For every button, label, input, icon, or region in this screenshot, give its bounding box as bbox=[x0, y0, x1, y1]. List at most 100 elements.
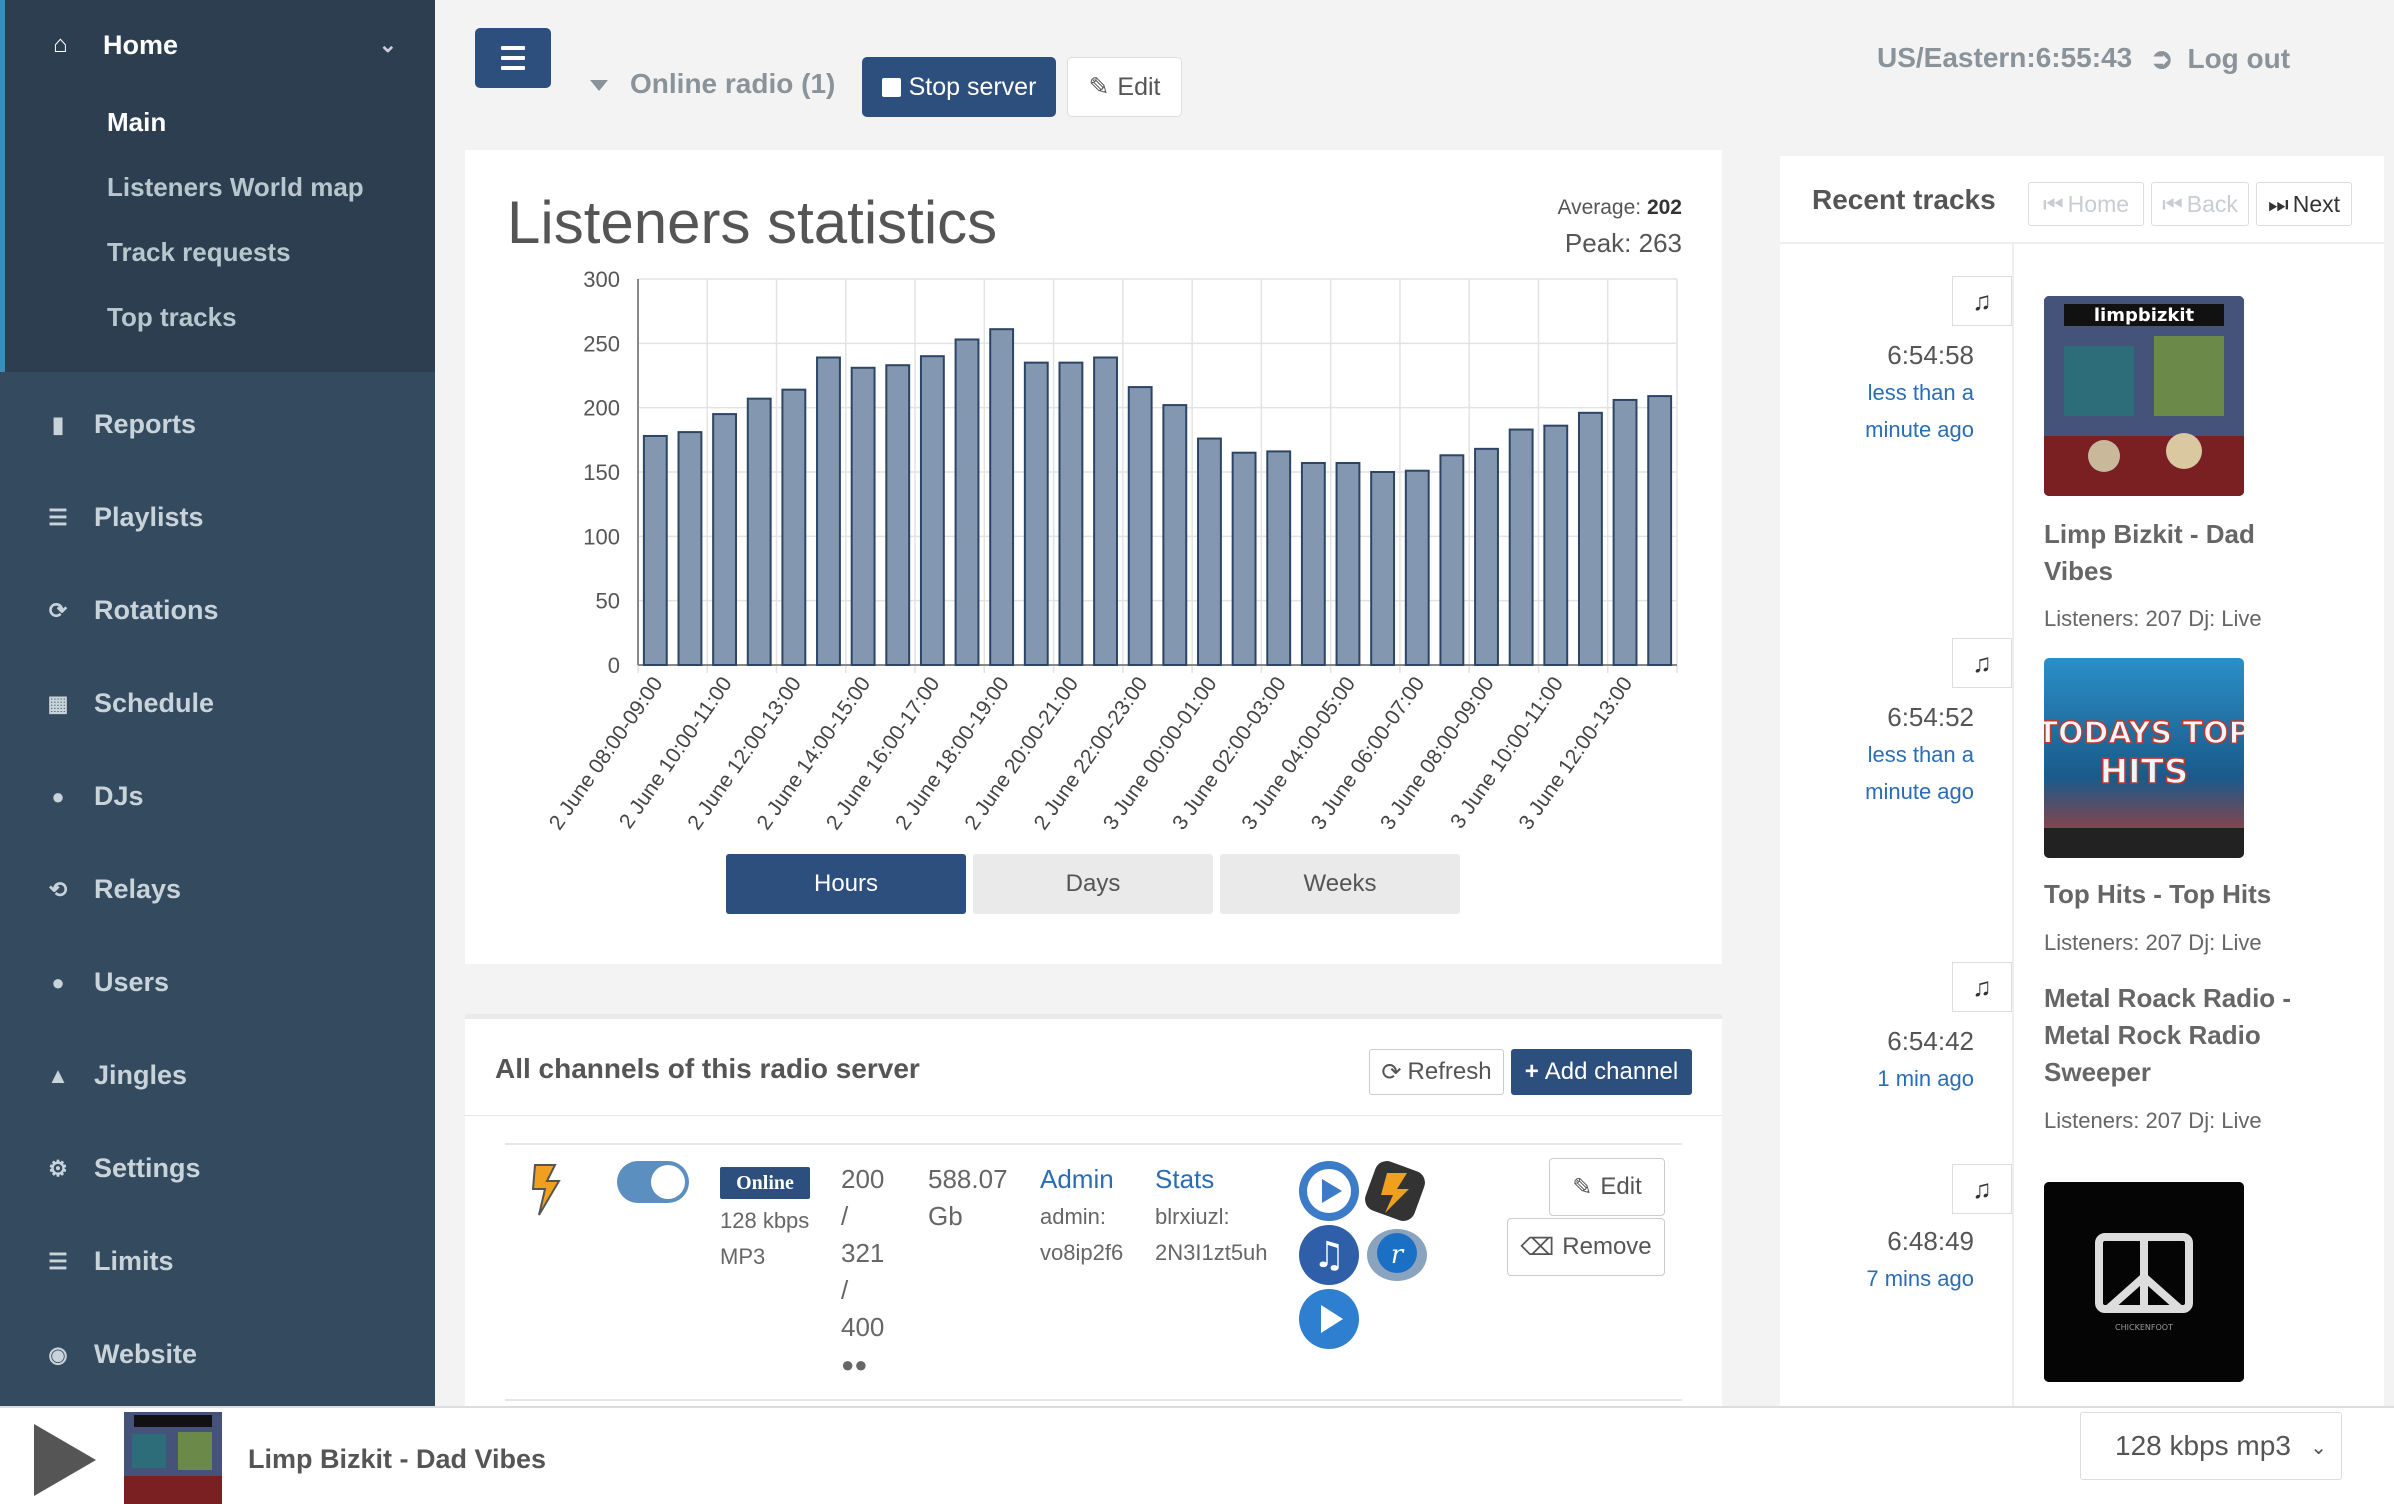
home-label: Home bbox=[2067, 190, 2130, 217]
recent-back-button[interactable]: ⏮ Back bbox=[2151, 182, 2249, 226]
sidebar-subitem-main[interactable]: Main bbox=[107, 107, 167, 137]
track-title-line: Vibes bbox=[2044, 556, 2113, 586]
sidebar-item-label: Jingles bbox=[94, 1060, 188, 1090]
sidebar-item-limits[interactable]: ☰ Limits bbox=[0, 1215, 435, 1308]
sidebar-item-schedule[interactable]: ▦ Schedule bbox=[0, 657, 435, 750]
bitrate-select[interactable]: 128 kbps mp3 ⌄ bbox=[2080, 1412, 2342, 1480]
bar bbox=[816, 356, 841, 666]
edit-server-button[interactable]: ✎ Edit bbox=[1067, 57, 1182, 117]
sidebar-subitem-track-requests[interactable]: Track requests bbox=[107, 237, 291, 267]
plus-icon: + bbox=[1524, 1058, 1539, 1085]
sidebar-item-settings[interactable]: ⚙ Settings bbox=[0, 1122, 435, 1215]
album-art-text: TODAYS TOP bbox=[2044, 716, 2244, 751]
stats-password: 2N3I1zt5uh bbox=[1155, 1240, 1268, 1265]
radio-title-label: Online radio (1) bbox=[630, 68, 836, 99]
track-title-line: Top Hits - Top Hits bbox=[2044, 879, 2272, 909]
track-title: Metal Roack Radio - Metal Rock Radio Swe… bbox=[2044, 980, 2344, 1091]
ago-line: less than a bbox=[1867, 742, 1974, 767]
chevron-down-icon: ⌄ bbox=[2310, 1437, 2327, 1459]
logout-button[interactable]: ➲ Log out bbox=[2150, 42, 2290, 75]
range-hours-button[interactable]: Hours bbox=[726, 854, 966, 914]
next-label: Next bbox=[2292, 190, 2340, 217]
radio-selector[interactable]: Online radio (1) bbox=[590, 68, 835, 100]
refresh-icon: ⟳ bbox=[1381, 1058, 1402, 1086]
play-icon[interactable] bbox=[34, 1424, 96, 1496]
stop-server-button[interactable]: Stop server bbox=[862, 57, 1056, 117]
sidebar-item-playlists[interactable]: ☰ Playlists bbox=[0, 471, 435, 564]
track-listeners: Listeners: 207 Dj: Live bbox=[2044, 930, 2262, 955]
music-note-icon: ♫ bbox=[1952, 962, 2012, 1012]
stats-user: blrxiuzl: bbox=[1155, 1204, 1230, 1229]
range-days-button[interactable]: Days bbox=[973, 854, 1213, 914]
sidebar-subitem-world-map[interactable]: Listeners World map bbox=[107, 172, 364, 202]
player-bar: Limp Bizkit - Dad Vibes 128 kbps mp3 ⌄ bbox=[0, 1406, 2394, 1504]
step-forward-icon: ⏭ bbox=[2268, 190, 2289, 217]
recent-tracks-section: Recent tracks ⏮ Home ⏮ Back ⏭ Next ♫ 6:54:5… bbox=[1780, 156, 2394, 1406]
vlc-play-icon[interactable] bbox=[1299, 1289, 1359, 1349]
logout-label: Log out bbox=[2187, 43, 2291, 74]
sidebar-item-label: Settings bbox=[94, 1153, 201, 1183]
album-art-top-hits[interactable]: TODAYS TOP HITS bbox=[2044, 658, 2244, 858]
y-tick-label: 100 bbox=[583, 524, 620, 549]
sidebar-item-relays[interactable]: ⟲ Relays bbox=[0, 843, 435, 936]
channels-title: All channels of this radio server bbox=[495, 1053, 920, 1084]
windows-media-player-icon[interactable] bbox=[1299, 1161, 1359, 1221]
realplayer-icon[interactable]: r bbox=[1367, 1229, 1427, 1281]
bar bbox=[1335, 461, 1361, 667]
sidebar-item-home[interactable]: ⌂ Home ⌄ bbox=[5, 0, 435, 90]
itunes-icon[interactable]: ♫ bbox=[1299, 1225, 1359, 1285]
stats-credentials: blrxiuzl: 2N3I1zt5uh bbox=[1155, 1199, 1268, 1271]
sidebar-item-djs[interactable]: ● DJs bbox=[0, 750, 435, 843]
admin-password: vo8ip2f6 bbox=[1040, 1240, 1124, 1265]
menu-toggle-button[interactable] bbox=[475, 28, 551, 88]
edit-channel-button[interactable]: ✎ Edit bbox=[1549, 1158, 1665, 1216]
admin-link[interactable]: Admin bbox=[1040, 1164, 1114, 1194]
recent-home-button[interactable]: ⏮ Home bbox=[2028, 182, 2144, 226]
bar bbox=[1266, 450, 1292, 666]
track-time: 6:54:42 bbox=[1887, 1026, 1974, 1056]
sidebar-subitem-top-tracks[interactable]: Top tracks bbox=[107, 302, 237, 332]
album-art-limp-bizkit[interactable]: limpbizkit bbox=[2044, 296, 2244, 496]
track-ago: less than a minute ago bbox=[1865, 374, 1974, 448]
sidebar: ⌂ Home ⌄ Main Listeners World map Track … bbox=[0, 0, 435, 1406]
bar bbox=[1093, 356, 1118, 666]
album-art-image: TODAYS TOP HITS bbox=[2044, 658, 2244, 858]
step-backward-icon: ⏮ bbox=[2162, 190, 2183, 217]
sidebar-item-website[interactable]: ◉ Website bbox=[0, 1308, 435, 1401]
bar bbox=[1023, 361, 1049, 666]
timeline-line bbox=[2012, 244, 2014, 1406]
bar bbox=[642, 434, 668, 666]
recent-tracks-header: Recent tracks ⏮ Home ⏮ Back ⏭ Next bbox=[1780, 156, 2384, 244]
bar bbox=[919, 355, 945, 666]
bar bbox=[746, 397, 772, 666]
track-ago: 7 mins ago bbox=[1866, 1260, 1974, 1297]
edit-icon: ✎ bbox=[1572, 1173, 1593, 1201]
repeat-icon: ⟲ bbox=[48, 876, 68, 902]
refresh-icon: ⟳ bbox=[48, 597, 68, 623]
sidebar-item-reports[interactable]: ▮ Reports bbox=[0, 378, 435, 471]
sidebar-item-jingles[interactable]: ▲ Jingles bbox=[0, 1029, 435, 1122]
bar bbox=[1404, 469, 1430, 667]
sidebar-item-rotations[interactable]: ⟳ Rotations bbox=[0, 564, 435, 657]
recent-next-button[interactable]: ⏭ Next bbox=[2256, 182, 2352, 226]
album-art-chickenfoot[interactable]: CHICKENFOOT bbox=[2044, 1182, 2244, 1382]
remove-channel-button[interactable]: ⌫ Remove bbox=[1507, 1218, 1665, 1276]
winamp-icon[interactable] bbox=[1362, 1159, 1429, 1224]
channel-listeners: 200 / 321 / 400 ●● bbox=[841, 1161, 884, 1383]
track-listeners: Listeners: 207 Dj: Live bbox=[2044, 606, 2262, 631]
refresh-button[interactable]: ⟳ Refresh bbox=[1369, 1049, 1504, 1095]
bar bbox=[1612, 398, 1638, 667]
music-note-icon: ♫ bbox=[1952, 276, 2012, 326]
sidebar-item-users[interactable]: ● Users bbox=[0, 936, 435, 1029]
add-channel-button[interactable]: + Add channel bbox=[1511, 1049, 1692, 1095]
back-label: Back bbox=[2186, 190, 2238, 217]
recent-tracks-title: Recent tracks bbox=[1812, 184, 1996, 215]
range-weeks-button[interactable]: Weeks bbox=[1220, 854, 1460, 914]
stats-link[interactable]: Stats bbox=[1155, 1164, 1215, 1194]
channel-enabled-toggle[interactable] bbox=[617, 1161, 689, 1203]
hamburger-icon-line bbox=[501, 66, 525, 70]
ago-line: minute ago bbox=[1865, 779, 1974, 804]
bar bbox=[1577, 411, 1603, 666]
player-links: ♫ r bbox=[1299, 1159, 1429, 1349]
sidebar-item-label: Relays bbox=[94, 874, 182, 904]
